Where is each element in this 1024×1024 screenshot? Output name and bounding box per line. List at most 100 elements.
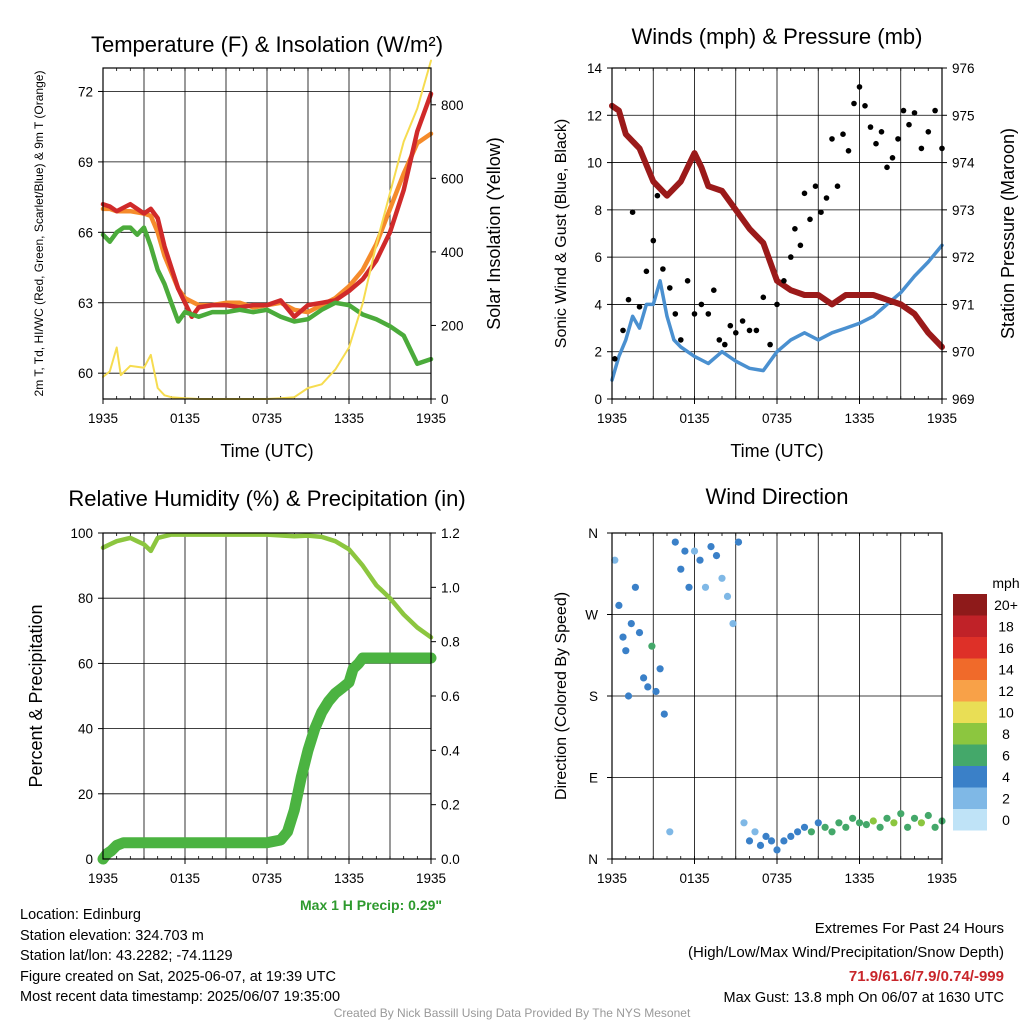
legend-swatch <box>953 766 987 788</box>
wind-direction-point <box>862 821 871 829</box>
gust-point <box>781 278 787 284</box>
y-right-tick-label: 975 <box>952 108 975 123</box>
wind-direction-point <box>780 837 788 845</box>
wind-direction-point <box>690 547 699 555</box>
legend-swatch <box>953 744 987 766</box>
wind-direction-point <box>762 832 770 841</box>
legend-swatch <box>953 658 987 680</box>
gust-point <box>650 237 657 244</box>
y-left-tick-label: 69 <box>78 155 93 170</box>
gust-point <box>667 285 673 291</box>
y-right-tick-label: 972 <box>952 250 975 265</box>
extremes-title: Extremes For Past 24 Hours <box>814 920 1004 937</box>
gust-point <box>873 140 879 147</box>
series-line <box>609 102 945 350</box>
gust-point <box>911 110 918 116</box>
elevation-text: Station elevation: 324.703 m <box>20 927 204 944</box>
wind-direction-point <box>652 687 660 696</box>
y-left-tick-label: 8 <box>594 203 602 218</box>
gust-point <box>845 148 852 154</box>
wind-direction-point <box>924 811 932 820</box>
wind-title: Winds (mph) & Pressure (mb) <box>632 24 923 49</box>
y-left-tick-label: S <box>589 689 598 704</box>
x-tick-label: 1335 <box>844 411 874 426</box>
y-left-tick-label: N <box>588 526 598 541</box>
wind-direction-point <box>773 846 781 854</box>
x-tick-label: 0735 <box>762 871 792 886</box>
wind-direction-point <box>807 828 816 836</box>
gust-point <box>851 100 857 107</box>
x-tick-label: 0135 <box>679 411 709 426</box>
gust-point <box>625 296 632 303</box>
y-left-tick-label: 63 <box>78 296 93 311</box>
legend-swatch <box>953 615 987 637</box>
wind-direction-point <box>876 823 884 831</box>
series-line <box>100 532 434 640</box>
legend-swatch <box>953 680 987 702</box>
extremes-values: 71.9/61.6/7.9/0.74/-999 <box>848 968 1004 985</box>
legend-label: 2 <box>1002 791 1010 807</box>
wind-direction-point <box>656 665 664 673</box>
y-left-tick-label: W <box>585 608 598 623</box>
wind-ylabel-left: Sonic Wind & Gust (Blue, Black) <box>553 119 570 348</box>
y-left-tick-label: 80 <box>78 591 93 606</box>
y-left-tick-label: 10 <box>587 156 602 171</box>
gust-point <box>727 322 734 329</box>
wind-direction-point <box>756 841 765 850</box>
wind-direction-point <box>917 819 926 827</box>
gust-point <box>884 164 890 171</box>
legend-swatch <box>953 594 987 616</box>
gust-point <box>711 287 717 294</box>
wind-direction-point <box>814 819 822 827</box>
gust-point <box>900 107 907 114</box>
gust-point <box>716 337 723 343</box>
y-left-tick-label: 2 <box>594 345 602 360</box>
wind-direction-point <box>677 565 685 573</box>
legend-label: 8 <box>1002 726 1010 742</box>
gust-point <box>906 121 912 128</box>
x-tick-label: 0135 <box>679 871 709 886</box>
wind-direction-point <box>611 556 619 564</box>
x-tick-label: 1335 <box>844 871 874 886</box>
gust-point <box>733 330 739 336</box>
legend-label: 4 <box>1002 769 1010 785</box>
wind-direction-point <box>635 629 644 637</box>
rh-title: Relative Humidity (%) & Precipitation (i… <box>68 486 465 511</box>
gust-point <box>878 129 885 135</box>
wind-direction-point <box>794 828 802 836</box>
plot-frame <box>102 532 432 860</box>
plot-frame <box>611 67 943 400</box>
legend-title: mph <box>992 575 1019 591</box>
wind-direction-point <box>660 710 668 718</box>
temp-title: Temperature (F) & Insolation (W/m²) <box>91 32 443 57</box>
y-left-tick-label: N <box>588 852 598 867</box>
wind-direction-point <box>787 832 795 841</box>
gust-point <box>918 145 925 152</box>
wind-direction-point <box>842 823 850 831</box>
y-right-tick-label: 971 <box>952 297 975 312</box>
gust-point <box>722 341 728 348</box>
y-right-tick-label: 969 <box>952 392 975 407</box>
wind-direction-point <box>745 837 754 845</box>
x-tick-label: 1335 <box>334 411 364 426</box>
y-right-tick-label: 800 <box>441 98 464 113</box>
temp-ylabel-left: 2m T, Td, HI/WC (Red, Green, Scarlet/Blu… <box>32 71 46 397</box>
x-tick-label: 1335 <box>334 871 364 886</box>
gust-point <box>840 131 846 137</box>
gust-point <box>636 304 643 310</box>
x-tick-label: 0135 <box>170 871 200 886</box>
gust-point <box>862 103 868 109</box>
wind-direction-point <box>666 828 674 836</box>
gust-point <box>867 124 874 130</box>
recent-timestamp-text: Most recent data timestamp: 2025/06/07 1… <box>20 989 341 1005</box>
y-right-tick-label: 973 <box>952 203 975 218</box>
y-left-tick-label: 0 <box>594 392 602 407</box>
y-left-tick-label: 20 <box>78 787 93 802</box>
x-tick-label: 0735 <box>252 871 282 886</box>
y-left-tick-label: 72 <box>78 84 93 99</box>
gust-point <box>739 318 746 324</box>
wind-direction-point <box>890 819 898 827</box>
wind-direction-point <box>849 814 857 822</box>
y-right-tick-label: 0 <box>441 392 449 407</box>
